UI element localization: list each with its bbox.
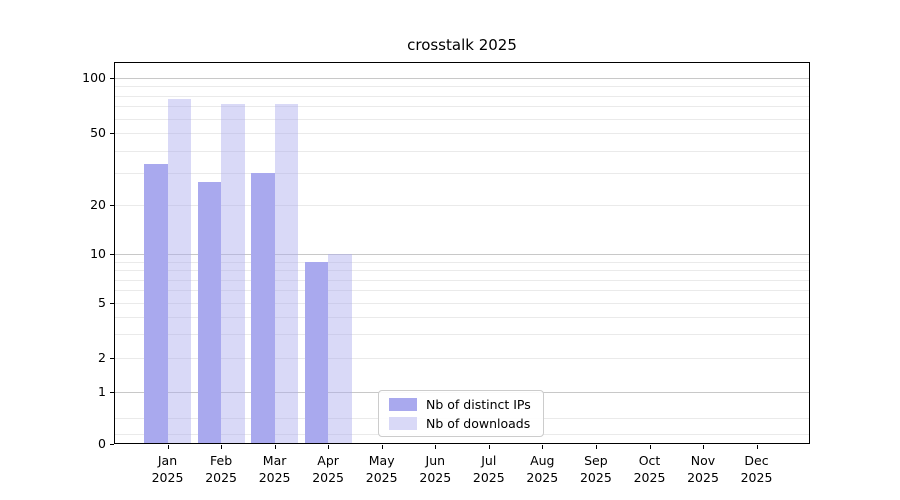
minor-gridline	[115, 173, 809, 175]
minor-gridline	[115, 333, 809, 335]
x-tick-mark	[328, 445, 330, 449]
bar-distinct-ips	[144, 163, 168, 444]
bar-downloads	[274, 104, 299, 444]
legend: Nb of distinct IPs Nb of downloads	[378, 390, 544, 437]
bar-distinct-ips	[304, 261, 329, 444]
y-tick-label: 1	[98, 383, 106, 399]
major-gridline	[115, 254, 809, 256]
y-tick-label: 0	[98, 436, 106, 451]
minor-gridline	[115, 303, 809, 305]
minor-gridline	[115, 270, 809, 272]
bar-downloads	[328, 254, 352, 444]
y-tick-mark	[110, 303, 114, 305]
x-tick-mark	[488, 445, 490, 449]
x-tick-label: Mar 2025	[258, 453, 291, 485]
y-tick-mark	[110, 205, 114, 206]
bar-downloads	[167, 98, 191, 444]
minor-gridline	[115, 95, 809, 97]
y-tick-label: 10	[90, 246, 106, 262]
bar-distinct-ips	[197, 181, 222, 444]
minor-gridline	[115, 316, 809, 318]
x-tick-mark	[435, 445, 437, 449]
x-tick-mark	[221, 445, 223, 449]
minor-gridline	[115, 290, 809, 292]
y-tick-mark	[110, 444, 114, 445]
x-tick-label: Dec 2025	[740, 453, 773, 485]
y-tick-mark	[110, 357, 114, 359]
major-gridline	[115, 77, 809, 79]
x-tick-mark	[167, 445, 169, 449]
x-tick-label: Oct 2025	[633, 453, 666, 485]
x-tick-label: May 2025	[365, 453, 398, 485]
x-tick-mark	[649, 445, 651, 449]
legend-swatch-distinct-ips	[389, 397, 417, 411]
x-tick-label: Aug 2025	[526, 453, 559, 485]
x-tick-mark	[595, 445, 597, 449]
legend-swatch-downloads	[389, 416, 417, 430]
x-tick-mark	[274, 445, 276, 449]
minor-gridline	[115, 133, 809, 135]
x-tick-mark	[381, 445, 383, 449]
legend-item: Nb of distinct IPs	[389, 397, 533, 412]
bar-distinct-ips	[251, 173, 275, 444]
y-tick-mark	[110, 391, 114, 393]
bar-downloads	[221, 104, 245, 444]
x-tick-label: Sep 2025	[579, 453, 612, 485]
x-tick-label: Feb 2025	[205, 453, 237, 485]
y-tick-mark	[110, 254, 114, 256]
legend-item: Nb of downloads	[389, 416, 533, 431]
minor-gridline	[115, 150, 809, 152]
x-tick-mark	[703, 445, 704, 449]
y-tick-label: 2	[98, 349, 106, 365]
x-tick-label: Jul 2025	[472, 453, 505, 485]
y-tick-label: 5	[98, 295, 106, 311]
y-tick-mark	[110, 77, 114, 79]
legend-label: Nb of distinct IPs	[426, 396, 531, 412]
y-tick-label: 100	[82, 69, 106, 85]
minor-gridline	[115, 118, 809, 120]
minor-gridline	[115, 86, 809, 88]
y-tick-label: 20	[90, 197, 106, 212]
minor-gridline	[115, 205, 809, 206]
y-tick-mark	[110, 133, 114, 135]
x-tick-label: Nov 2025	[687, 453, 719, 485]
x-tick-label: Jan 2025	[151, 453, 184, 485]
x-tick-mark	[542, 445, 544, 449]
x-tick-label: Apr 2025	[312, 453, 344, 485]
minor-gridline	[115, 357, 809, 359]
minor-gridline	[115, 261, 809, 263]
chart-title: crosstalk 2025	[407, 36, 517, 54]
x-tick-mark	[756, 445, 758, 449]
minor-gridline	[115, 279, 809, 281]
legend-label: Nb of downloads	[426, 415, 531, 431]
x-tick-label: Jun 2025	[419, 453, 452, 485]
y-tick-label: 50	[90, 125, 106, 141]
minor-gridline	[115, 106, 809, 108]
